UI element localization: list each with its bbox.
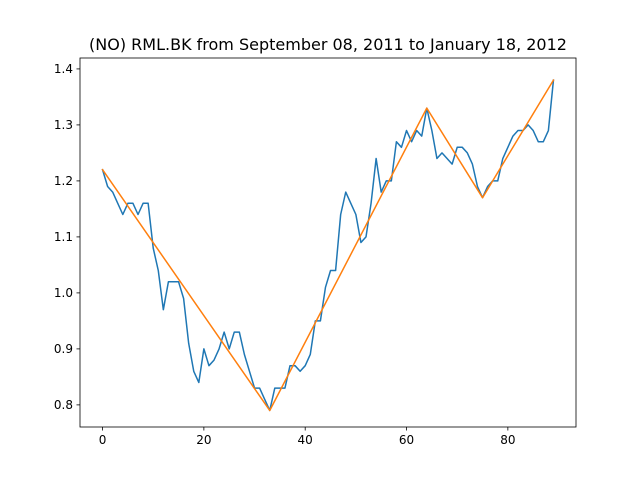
x-tick-label: 80 <box>500 433 515 447</box>
y-tick-label: 1.0 <box>54 286 73 300</box>
y-tick-label: 1.1 <box>54 230 73 244</box>
y-tick-label: 0.9 <box>54 342 73 356</box>
x-tick-label: 20 <box>196 433 211 447</box>
series-1-line <box>101 79 555 412</box>
series-2-line <box>101 79 555 412</box>
series-layer <box>101 79 555 412</box>
x-tick-label: 40 <box>298 433 313 447</box>
y-tick-label: 1.4 <box>54 62 73 76</box>
chart-title: (NO) RML.BK from September 08, 2011 to J… <box>89 35 567 54</box>
y-tick-label: 1.3 <box>54 118 73 132</box>
y-tick-label: 0.8 <box>54 398 73 412</box>
axes-layer: 0 20 40 60 80 0.8 0.9 1.0 1.1 1.2 1.3 1.4 <box>54 57 577 447</box>
y-tick-label: 1.2 <box>54 174 73 188</box>
plot-frame <box>79 57 577 428</box>
x-tick-label: 60 <box>399 433 414 447</box>
x-tick-label: 0 <box>99 433 107 447</box>
